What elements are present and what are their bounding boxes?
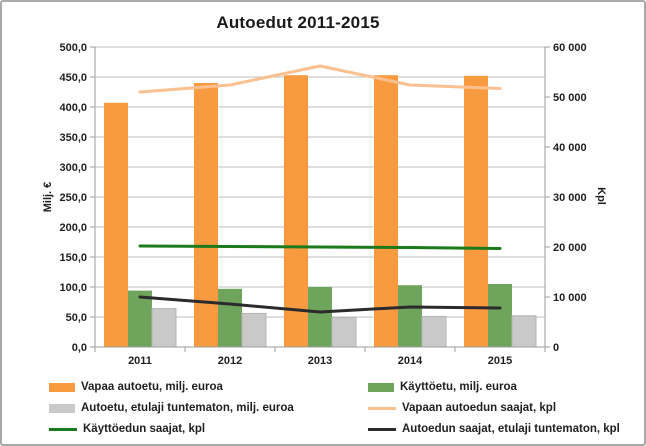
left-tick-label: 300,0 <box>59 162 87 174</box>
bar-2013-s1 <box>308 287 332 347</box>
right-tick-label: 50 000 <box>553 92 587 104</box>
bar-2014-s0 <box>374 75 398 347</box>
bar-2011-s0 <box>104 102 128 347</box>
right-tick-label: 0 <box>553 342 559 354</box>
x-category-label: 2013 <box>308 355 332 367</box>
left-tick-label: 450,0 <box>59 72 87 84</box>
left-tick-label: 500,0 <box>59 42 87 54</box>
bar-2014-s1 <box>398 285 422 347</box>
right-tick-label: 10 000 <box>553 292 587 304</box>
bar-2015-s0 <box>464 75 488 348</box>
bar-2015-s1 <box>488 284 512 347</box>
bar-2012-s1 <box>218 288 242 347</box>
x-category-label: 2012 <box>218 355 242 367</box>
bar-2011-s2 <box>151 308 177 348</box>
left-tick-label: 250,0 <box>59 192 87 204</box>
left-tick-label: 400,0 <box>59 102 87 114</box>
bar-2015-s2 <box>511 315 537 348</box>
left-tick-label: 200,0 <box>59 222 87 234</box>
line-series <box>138 295 502 314</box>
x-category-label: 2015 <box>488 355 512 367</box>
right-tick-label: 60 000 <box>553 42 587 54</box>
line-series <box>138 244 502 250</box>
x-category-label: 2011 <box>128 355 152 367</box>
chart-title: Autoedut 2011-2015 <box>216 13 380 32</box>
right-tick-label: 30 000 <box>553 192 587 204</box>
bar-2011-s1 <box>128 290 152 347</box>
bar-2012-s0 <box>194 83 218 347</box>
left-tick-label: 0,0 <box>72 342 87 354</box>
right-tick-label: 40 000 <box>553 142 587 154</box>
bar-2013-s2 <box>331 317 357 348</box>
bar-2014-s2 <box>421 315 447 348</box>
left-tick-label: 50,0 <box>66 312 87 324</box>
x-category-label: 2014 <box>398 355 423 367</box>
right-tick-label: 20 000 <box>553 242 587 254</box>
left-tick-label: 100,0 <box>59 282 87 294</box>
bar-2013-s0 <box>284 75 308 347</box>
left-tick-label: 150,0 <box>59 252 87 264</box>
bar-2012-s2 <box>241 312 267 348</box>
left-tick-label: 350,0 <box>59 132 87 144</box>
line-series <box>138 64 502 94</box>
